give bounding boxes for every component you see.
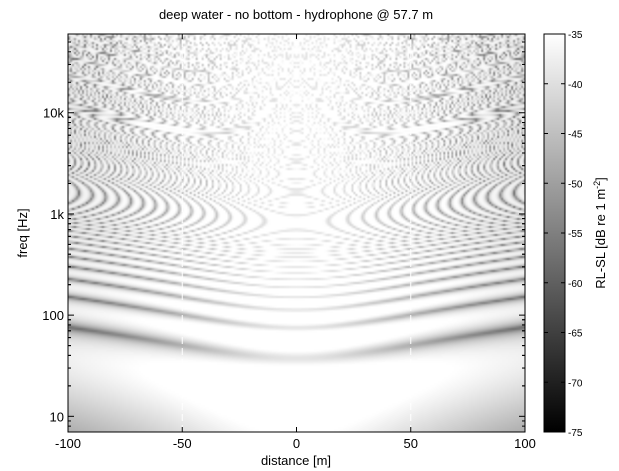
- colorbar-axis: -35 -40 -45 -50 -55 -60 -65 -70 -75: [544, 30, 583, 439]
- colorbar-tick-label-0: -35: [568, 30, 583, 41]
- heatmap-image: [68, 34, 525, 432]
- colorbar-label-end: ]: [593, 177, 608, 181]
- x-tick-label-1: -50: [173, 436, 192, 451]
- y-tick-label-1: 100: [42, 308, 64, 323]
- chart-title: deep water - no bottom - hydrophone @ 57…: [159, 7, 433, 22]
- x-tick-label-3: 50: [404, 436, 418, 451]
- x-axis-label: distance [m]: [261, 453, 331, 468]
- colorbar-label-superscript: -2: [592, 181, 602, 189]
- colorbar-tick-label-1: -40: [568, 80, 583, 91]
- colorbar-tick-label-5: -60: [568, 279, 583, 290]
- colorbar-tick-label-3: -50: [568, 179, 583, 190]
- x-tick-label-0: -100: [55, 436, 81, 451]
- colorbar-tick-label-8: -75: [568, 428, 583, 439]
- colorbar-tick-label-7: -70: [568, 378, 583, 389]
- y-tick-label-0: 10: [50, 409, 64, 424]
- y-tick-label-2: 1k: [50, 207, 64, 222]
- colorbar-tick-label-2: -45: [568, 130, 583, 141]
- y-axis: 10 100 1k 10k: [42, 33, 525, 433]
- y-axis-label: freq [Hz]: [15, 208, 30, 257]
- colorbar-tick-label-4: -55: [568, 229, 583, 240]
- y-tick-label-3: 10k: [43, 106, 64, 121]
- colorbar-tick-label-6: -65: [568, 329, 583, 340]
- colorbar-label: RL-SL [dB re 1 m-2]: [592, 177, 608, 289]
- x-tick-label-4: 100: [514, 436, 536, 451]
- x-tick-label-2: 0: [293, 436, 300, 451]
- colorbar-label-main: RL-SL [dB re 1 m: [593, 189, 608, 289]
- x-axis: -100 -50 0 50 100: [55, 34, 536, 451]
